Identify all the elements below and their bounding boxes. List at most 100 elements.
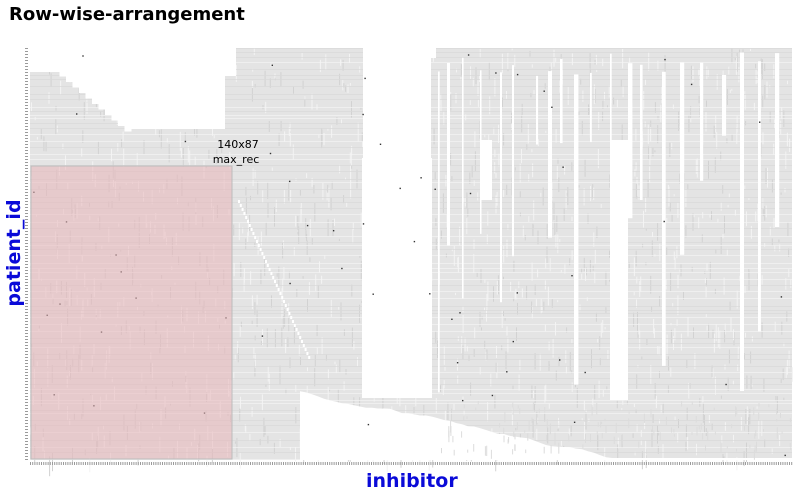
x-tick xyxy=(456,462,458,465)
texture-cell xyxy=(719,330,721,349)
x-tick xyxy=(98,462,100,465)
dark-cell xyxy=(759,121,761,123)
x-tick xyxy=(155,462,157,465)
texture-cell xyxy=(361,300,363,303)
y-tick xyxy=(25,408,28,409)
diagonal-streak xyxy=(304,348,307,351)
y-tick xyxy=(25,63,28,64)
texture-cell xyxy=(336,117,338,125)
texture-cell xyxy=(289,447,291,451)
dark-cell xyxy=(399,187,401,190)
texture-cell xyxy=(233,372,235,380)
texture-cell xyxy=(533,200,535,221)
x-tick xyxy=(239,462,240,465)
texture-cell xyxy=(727,204,729,208)
texture-cell xyxy=(620,79,622,87)
texture-cell xyxy=(121,139,123,148)
texture-cell xyxy=(515,288,517,300)
y-tick xyxy=(25,255,28,256)
texture-cell xyxy=(696,426,698,436)
dark-cell xyxy=(495,72,497,74)
texture-cell xyxy=(721,435,723,444)
diagonal-streak xyxy=(290,316,293,319)
texture-cell xyxy=(252,68,254,72)
x-tick xyxy=(687,462,689,465)
x-tick xyxy=(349,462,350,465)
texture-cell xyxy=(673,429,675,433)
x-tick xyxy=(313,462,315,465)
x-tick xyxy=(340,462,342,465)
x-tick xyxy=(364,462,366,465)
texture-cell xyxy=(180,147,182,158)
texture-cell xyxy=(694,353,696,370)
texture-cell xyxy=(582,444,584,449)
dark-cell xyxy=(451,318,453,320)
y-tick xyxy=(25,318,28,319)
texture-cell xyxy=(789,138,791,152)
texture-cell xyxy=(640,430,642,437)
texture-cell xyxy=(740,417,742,431)
diagonal-streak xyxy=(238,200,240,203)
texture-cell xyxy=(617,437,619,449)
x-tick xyxy=(566,462,568,465)
texture-cell xyxy=(345,369,347,375)
texture-cell xyxy=(428,452,430,471)
texture-cell xyxy=(300,357,301,366)
x-tick xyxy=(87,462,89,465)
x-tick xyxy=(71,462,73,465)
texture-cell xyxy=(444,366,446,371)
x-tick xyxy=(386,462,388,465)
x-tick xyxy=(137,462,139,465)
highlight-size-label: 140x87 xyxy=(217,138,259,151)
x-tick xyxy=(654,462,656,465)
x-tick xyxy=(643,462,645,465)
texture-cell xyxy=(638,185,640,200)
texture-cell xyxy=(650,123,652,142)
x-tick xyxy=(575,462,577,465)
y-tick xyxy=(25,429,28,430)
x-tick xyxy=(584,462,586,465)
texture-cell xyxy=(657,60,659,71)
texture-cell xyxy=(244,424,246,432)
x-tick xyxy=(115,462,117,465)
x-tick xyxy=(465,462,467,465)
x-tick xyxy=(135,462,137,465)
y-tick xyxy=(25,315,28,316)
texture-cell xyxy=(486,293,488,311)
texture-cell xyxy=(731,134,733,141)
x-tick xyxy=(228,462,229,465)
y-tick xyxy=(25,438,28,439)
x-tick xyxy=(542,462,544,465)
missing-step xyxy=(105,48,112,115)
x-tick xyxy=(536,462,537,465)
texture-cell xyxy=(484,446,486,456)
y-tick xyxy=(25,51,28,52)
y-tick xyxy=(25,204,28,205)
texture-cell xyxy=(708,323,710,339)
texture-cell xyxy=(557,300,559,303)
texture-cell xyxy=(560,270,562,273)
x-tick xyxy=(522,462,524,465)
texture-cell xyxy=(571,338,573,344)
texture-cell xyxy=(645,79,646,85)
texture-cell xyxy=(609,174,611,188)
x-tick xyxy=(775,462,777,465)
texture-cell xyxy=(657,346,659,355)
x-tick xyxy=(751,462,753,465)
y-tick xyxy=(25,444,28,445)
texture-cell xyxy=(687,184,689,190)
texture-cell xyxy=(531,305,533,319)
highlight-name-label: max_rec xyxy=(213,153,260,166)
texture-cell xyxy=(635,183,637,199)
texture-cell xyxy=(555,128,557,143)
x-tick xyxy=(384,462,386,465)
texture-cell xyxy=(593,232,595,247)
texture-cell xyxy=(700,423,702,430)
texture-cell xyxy=(519,163,521,183)
texture-cell xyxy=(487,211,489,226)
x-tick xyxy=(753,462,755,465)
texture-cell xyxy=(62,143,64,149)
x-tick xyxy=(107,462,108,465)
texture-cell xyxy=(532,223,534,237)
texture-cell xyxy=(779,244,781,252)
